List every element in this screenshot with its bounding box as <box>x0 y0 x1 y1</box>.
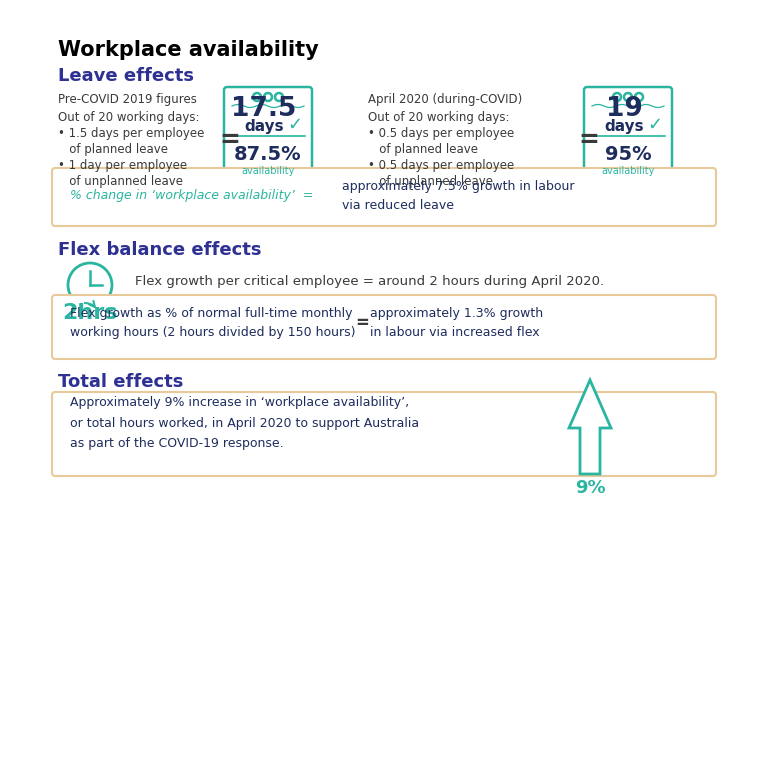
Text: Flex growth per critical employee = around 2 hours during April 2020.: Flex growth per critical employee = arou… <box>135 274 604 287</box>
Text: days: days <box>604 118 644 134</box>
Text: Workplace availability: Workplace availability <box>58 40 319 60</box>
Text: 19: 19 <box>605 96 643 122</box>
Text: of unplanned leave: of unplanned leave <box>368 174 493 187</box>
Text: Approximately 9% increase in ‘workplace availability’,
or total hours worked, in: Approximately 9% increase in ‘workplace … <box>70 396 419 450</box>
Text: days: days <box>244 118 284 134</box>
Text: ✓: ✓ <box>647 116 663 134</box>
Text: Flex growth as % of normal full-time monthly
working hours (2 hours divided by 1: Flex growth as % of normal full-time mon… <box>70 306 356 339</box>
FancyBboxPatch shape <box>52 392 716 476</box>
Text: availability: availability <box>241 166 295 176</box>
Text: • 1.5 days per employee: • 1.5 days per employee <box>58 127 204 141</box>
Text: April 2020 (during-COVID): April 2020 (during-COVID) <box>368 94 522 107</box>
Text: availability: availability <box>601 166 654 176</box>
Text: approximately 1.3% growth
in labour via increased flex: approximately 1.3% growth in labour via … <box>370 306 543 339</box>
Text: approximately 7.5% growth in labour
via reduced leave: approximately 7.5% growth in labour via … <box>342 180 574 212</box>
Polygon shape <box>569 380 611 474</box>
FancyBboxPatch shape <box>584 87 672 193</box>
Text: of planned leave: of planned leave <box>58 143 168 155</box>
Text: Pre-COVID 2019 figures: Pre-COVID 2019 figures <box>58 94 197 107</box>
Text: Flex balance effects: Flex balance effects <box>58 241 261 259</box>
Text: 17.5: 17.5 <box>231 96 296 122</box>
Text: Out of 20 working days:: Out of 20 working days: <box>58 111 200 124</box>
Text: =: = <box>355 314 369 332</box>
Text: ✓: ✓ <box>287 116 303 134</box>
Text: 2hrs: 2hrs <box>62 303 118 323</box>
Text: =: = <box>578 128 600 152</box>
Text: of planned leave: of planned leave <box>368 143 478 155</box>
FancyBboxPatch shape <box>52 168 716 226</box>
Text: of unplanned leave: of unplanned leave <box>58 174 183 187</box>
Text: Total effects: Total effects <box>58 373 184 391</box>
Text: % change in ‘workplace availability’  =: % change in ‘workplace availability’ = <box>70 190 313 203</box>
Text: • 0.5 days per employee: • 0.5 days per employee <box>368 160 515 173</box>
Text: • 1 day per employee: • 1 day per employee <box>58 160 187 173</box>
FancyBboxPatch shape <box>224 87 312 193</box>
Text: Out of 20 working days:: Out of 20 working days: <box>368 111 509 124</box>
Text: 95%: 95% <box>604 145 651 164</box>
Text: 87.5%: 87.5% <box>234 145 302 164</box>
Text: 9%: 9% <box>574 479 605 497</box>
FancyBboxPatch shape <box>52 295 716 359</box>
Text: =: = <box>220 128 240 152</box>
Text: • 0.5 days per employee: • 0.5 days per employee <box>368 127 515 141</box>
Text: Leave effects: Leave effects <box>58 67 194 85</box>
